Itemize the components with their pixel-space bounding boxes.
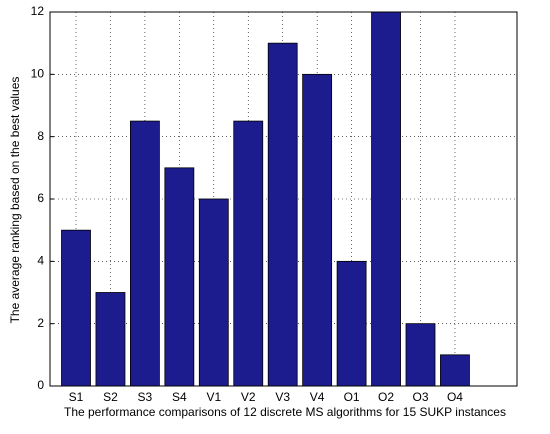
plot-frame: [49, 11, 518, 387]
y-tick-label: 4: [37, 254, 44, 268]
x-tick-label: O3: [412, 390, 428, 404]
x-axis-label: The performance comparisons of 12 discre…: [64, 405, 506, 419]
bar: [233, 120, 264, 387]
y-tick-label: 6: [37, 191, 44, 205]
y-axis-label: The average ranking based on the best va…: [8, 77, 22, 324]
x-tick-label: V3: [275, 390, 290, 404]
x-tick-label: O4: [447, 390, 463, 404]
x-tick-label: S4: [172, 390, 187, 404]
y-tick-label: 2: [37, 316, 44, 330]
x-tick-label: O2: [378, 390, 394, 404]
y-tick-label: 0: [37, 378, 44, 392]
x-tick-label: V4: [310, 390, 325, 404]
bar: [267, 42, 298, 387]
bar: [405, 323, 436, 387]
bar: [336, 260, 367, 387]
bar: [61, 229, 91, 387]
y-tick-label: 10: [31, 67, 45, 81]
bar: [371, 11, 401, 387]
x-tick-label: V1: [206, 390, 221, 404]
x-tick-label: V2: [241, 390, 256, 404]
bar: [129, 120, 160, 387]
bar: [302, 73, 333, 387]
bar: [440, 354, 470, 387]
bar: [198, 198, 229, 387]
x-tick-label: S3: [138, 390, 153, 404]
y-tick-label: 8: [37, 129, 44, 143]
bar: [95, 292, 126, 387]
y-tick-label: 12: [31, 4, 45, 18]
bar: [164, 167, 195, 387]
x-tick-label: S1: [69, 390, 84, 404]
x-tick-label: S2: [103, 390, 118, 404]
x-tick-label: O1: [344, 390, 360, 404]
